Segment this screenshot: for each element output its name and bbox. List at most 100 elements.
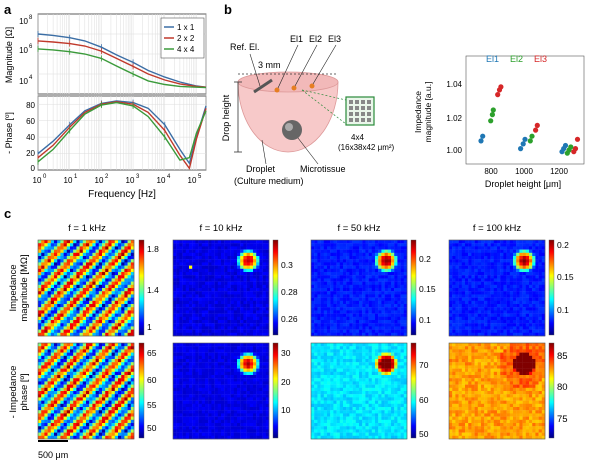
heatmap-cell [111, 272, 115, 276]
heatmap-cell [211, 294, 215, 298]
heatmap-cell [256, 326, 260, 330]
heatmap-cell [38, 243, 42, 247]
heatmap-cell [256, 284, 260, 289]
heatmap-cell [179, 323, 183, 327]
heatmap-cell [54, 272, 58, 276]
heatmap-cell [221, 329, 225, 333]
heatmap-cell [387, 291, 392, 295]
heatmap-cell [105, 304, 109, 308]
heatmap-cell [130, 275, 135, 279]
heatmap-cell [375, 278, 379, 282]
heatmap-cell [481, 316, 485, 321]
heatmap-cell [314, 256, 318, 260]
heatmap-cell [198, 313, 202, 317]
heatmap-cell [105, 381, 109, 385]
heatmap-cell [173, 355, 177, 360]
heatmap-cell [484, 265, 488, 269]
heatmap-cell [256, 288, 260, 292]
heatmap-cell [265, 352, 270, 356]
heatmap-grid [37, 239, 546, 440]
heatmap-cell [221, 272, 225, 276]
heatmap-cell [76, 316, 80, 321]
heatmap-cell [493, 268, 498, 273]
heatmap-cell [249, 278, 254, 282]
heatmap-cell [189, 278, 193, 282]
heatmap-cell [44, 284, 48, 289]
heatmap-cell [394, 313, 398, 317]
heatmap-cell [359, 288, 363, 292]
heatmap-cell [262, 323, 266, 327]
heatmap-cell [246, 243, 250, 247]
heatmap-cell [44, 352, 48, 356]
heatmap-cell [259, 291, 263, 295]
heatmap-cell [195, 259, 199, 263]
heatmap-cell [487, 313, 491, 317]
heatmap-cell [50, 256, 55, 260]
heatmap-cell [327, 320, 331, 324]
heatmap-cell [102, 272, 106, 276]
heatmap-cell [50, 284, 55, 289]
heatmap-cell [349, 297, 353, 301]
heatmap-cell [102, 316, 106, 321]
heatmap-cell [471, 326, 475, 330]
heatmap-cell [63, 300, 67, 305]
heatmap-cell [192, 313, 196, 317]
heatmap-cell [230, 304, 234, 308]
heatmap-cell [525, 278, 530, 282]
heatmap-cell [532, 288, 536, 292]
heatmap-cell [114, 394, 119, 398]
scatter-xlabel: Droplet height [μm] [485, 179, 561, 189]
heatmap-cell [230, 284, 234, 289]
heatmap-cell [506, 294, 510, 298]
heatmap-cell [208, 329, 212, 333]
heatmap-cell [195, 246, 199, 250]
heatmap-cell [349, 249, 353, 253]
heatmap-cell [490, 320, 494, 324]
heatmap-cell [76, 365, 80, 369]
heatmap-cell [57, 352, 61, 356]
heatmap-cell [509, 326, 514, 330]
heatmap-cell [102, 423, 106, 427]
heatmap-cell [490, 323, 494, 327]
heatmap-cell [114, 362, 119, 366]
heatmap-cell [217, 343, 222, 347]
heatmap-cell [214, 262, 218, 266]
heatmap-cell [355, 243, 360, 247]
heatmap-cell [394, 265, 398, 269]
heatmap-cell [330, 326, 334, 330]
heatmap-cell [173, 310, 177, 314]
heatmap-cell [256, 355, 260, 360]
heatmap-cell [179, 288, 183, 292]
heatmap-cell [121, 268, 125, 273]
scatter-ylabel-line2: magnitude [a.u.] [423, 82, 433, 143]
heatmap-cell [249, 268, 254, 273]
heatmap-cell [217, 329, 222, 333]
heatmap-cell [471, 316, 475, 321]
heatmap-cell [256, 329, 260, 333]
heatmap-cell [92, 391, 96, 395]
scatter-point-el1 [522, 136, 528, 142]
heatmap-cell [41, 375, 45, 379]
heatmap-cell [114, 346, 119, 350]
heatmap-cell [114, 329, 119, 333]
heatmap-cell [201, 326, 206, 330]
heatmap-cell [484, 304, 488, 308]
heatmap-cell [237, 268, 241, 273]
heatmap-cell [73, 275, 77, 279]
heatmap-cell [92, 268, 96, 273]
heatmap-cell [54, 378, 58, 382]
heatmap-cell [105, 391, 109, 395]
heatmap-cell [320, 249, 324, 253]
heatmap-cell [490, 316, 494, 321]
heatmap-cell [92, 284, 96, 289]
heatmap-cell [205, 262, 209, 266]
heatmap-cell [76, 419, 80, 424]
heatmap-cell [44, 320, 48, 324]
heatmap-cell [130, 343, 135, 347]
heatmap-cell [92, 394, 96, 398]
heatmap-cell [449, 256, 453, 260]
heatmap-cell [121, 352, 125, 356]
heatmap-cell [54, 368, 58, 372]
heatmap-cell [352, 281, 356, 285]
heatmap-cell [111, 416, 115, 420]
